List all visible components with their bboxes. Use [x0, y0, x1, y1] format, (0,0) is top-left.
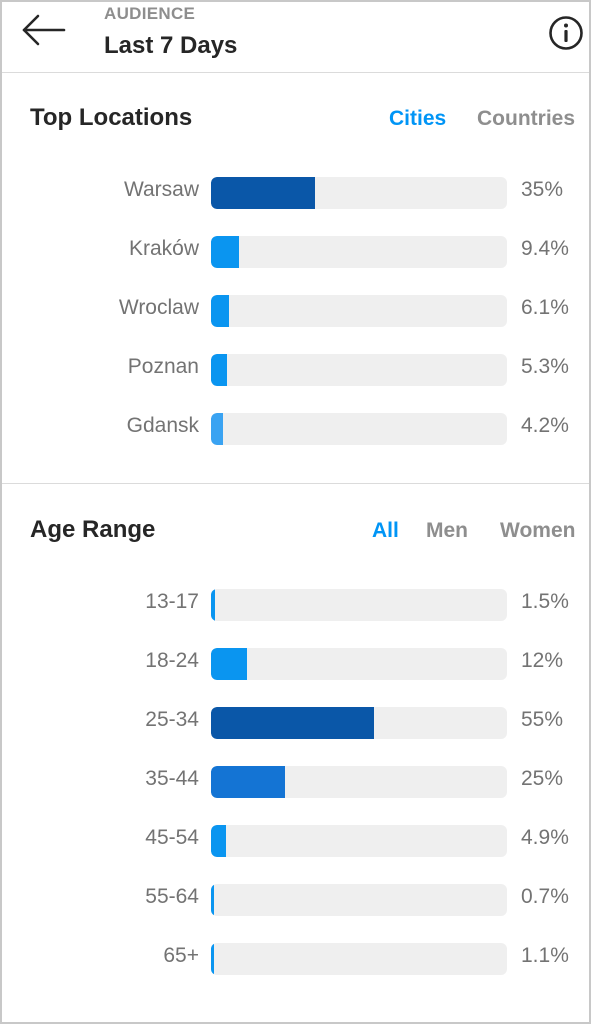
bar-fill [211, 413, 223, 445]
location-percent: 5.3% [521, 355, 569, 378]
location-label: Wroclaw [118, 296, 199, 319]
bar-fill [211, 648, 247, 680]
location-label: Poznan [127, 355, 199, 378]
age-percent: 55% [521, 708, 564, 731]
location-percent: 9.4% [521, 237, 569, 260]
age-percent: 12% [521, 649, 564, 672]
tab-countries[interactable]: Countries [477, 107, 576, 130]
bar-fill [211, 943, 214, 975]
age-row: 18-24 12% [2, 646, 589, 680]
header-eyebrow: AUDIENCE [104, 4, 196, 23]
location-label: Warsaw [123, 178, 199, 201]
location-row: Warsaw 35% [2, 175, 589, 209]
location-row: Kraków 9.4% [2, 234, 589, 268]
bar-track [211, 707, 507, 739]
tab-women[interactable]: Women [500, 519, 576, 542]
bar-track [211, 884, 507, 916]
age-row: 13-17 1.5% [2, 587, 589, 621]
tab-men[interactable]: Men [426, 519, 468, 542]
age-row: 65+ 1.1% [2, 941, 589, 975]
bar-track [211, 589, 507, 621]
location-row: Gdansk 4.2% [2, 411, 589, 445]
age-row: 55-64 0.7% [2, 882, 589, 916]
bar-fill [211, 766, 285, 798]
bar-track [211, 943, 507, 975]
location-percent: 4.2% [521, 414, 569, 437]
section-title-top-locations: Top Locations [30, 104, 193, 131]
age-label: 35-44 [145, 767, 199, 790]
location-row: Poznan 5.3% [2, 352, 589, 386]
age-percent: 0.7% [521, 885, 569, 908]
bar-fill [211, 825, 226, 857]
section-title-age-range: Age Range [30, 516, 156, 543]
age-label: 55-64 [145, 885, 199, 908]
location-percent: 6.1% [521, 296, 569, 319]
bar-track [211, 295, 507, 327]
bar-fill [211, 354, 227, 386]
bar-track [211, 236, 507, 268]
top-locations-section: Top Locations Cities Countries Warsaw 35… [2, 73, 589, 484]
age-label: 18-24 [145, 649, 199, 672]
bar-track [211, 354, 507, 386]
age-label: 13-17 [145, 590, 199, 613]
bar-track [211, 648, 507, 680]
bar-fill [211, 589, 215, 621]
age-row: 25-34 55% [2, 705, 589, 739]
back-arrow-icon[interactable] [20, 10, 68, 50]
bar-track [211, 766, 507, 798]
bar-track [211, 177, 507, 209]
age-percent: 1.5% [521, 590, 569, 613]
location-label: Gdansk [126, 414, 199, 437]
bar-track [211, 413, 507, 445]
page-title: Last 7 Days [104, 32, 238, 59]
bar-fill [211, 884, 214, 916]
tab-cities[interactable]: Cities [389, 107, 447, 130]
location-row: Wroclaw 6.1% [2, 293, 589, 327]
info-icon[interactable] [547, 14, 585, 52]
location-label: Kraków [128, 237, 199, 260]
age-percent: 1.1% [521, 944, 569, 967]
age-percent: 25% [521, 767, 564, 790]
age-label: 65+ [163, 944, 199, 967]
age-percent: 4.9% [521, 826, 569, 849]
bar-track [211, 825, 507, 857]
header-bar: AUDIENCE Last 7 Days [2, 2, 589, 73]
age-row: 45-54 4.9% [2, 823, 589, 857]
location-percent: 35% [521, 178, 564, 201]
bar-fill [211, 295, 229, 327]
bar-fill [211, 707, 374, 739]
tab-all[interactable]: All [372, 519, 399, 542]
age-label: 25-34 [145, 708, 199, 731]
age-range-section: Age Range All Men Women 13-17 1.5% 18-24… [2, 484, 589, 1022]
age-label: 45-54 [145, 826, 199, 849]
bar-fill [211, 236, 239, 268]
age-row: 35-44 25% [2, 764, 589, 798]
bar-fill [211, 177, 315, 209]
